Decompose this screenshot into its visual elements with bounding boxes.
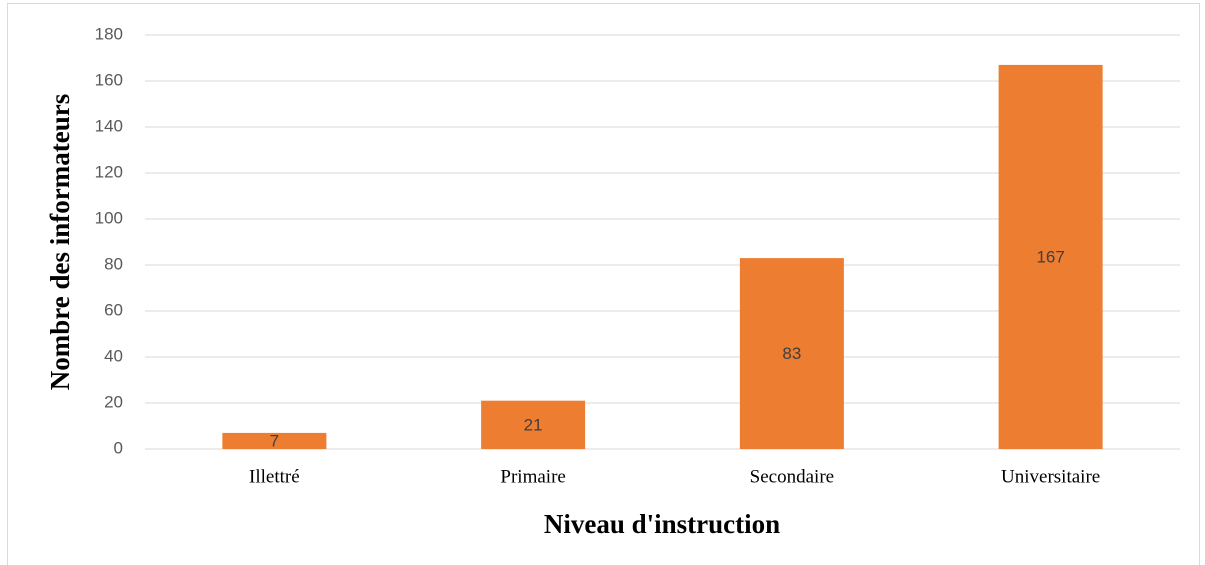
bar bbox=[222, 432, 327, 449]
y-tick-label: 20 bbox=[104, 392, 123, 411]
x-tick-label: Primaire bbox=[500, 466, 565, 487]
y-tick-label: 180 bbox=[95, 24, 123, 43]
bar bbox=[481, 400, 586, 449]
y-tick-label: 160 bbox=[95, 70, 123, 89]
data-label: 7 bbox=[270, 431, 279, 450]
y-axis-title: Nombre des informateurs bbox=[45, 94, 75, 390]
y-tick-label: 120 bbox=[95, 162, 123, 181]
y-tick-label: 0 bbox=[114, 438, 123, 457]
data-label: 83 bbox=[782, 344, 801, 363]
x-tick-label: Illettré bbox=[249, 466, 300, 487]
y-tick-label: 100 bbox=[95, 208, 123, 227]
bar bbox=[739, 258, 844, 449]
data-label: 167 bbox=[1036, 247, 1064, 266]
x-axis-title: Niveau d'instruction bbox=[544, 509, 780, 539]
y-tick-label: 40 bbox=[104, 346, 123, 365]
data-label: 21 bbox=[524, 415, 543, 434]
y-tick-label: 60 bbox=[104, 300, 123, 319]
x-tick-label: Universitaire bbox=[1001, 466, 1100, 487]
y-tick-label: 140 bbox=[95, 116, 123, 135]
y-tick-label: 80 bbox=[104, 254, 123, 273]
x-tick-label: Secondaire bbox=[750, 466, 834, 487]
bar bbox=[998, 64, 1103, 450]
chart-border bbox=[7, 3, 1200, 565]
